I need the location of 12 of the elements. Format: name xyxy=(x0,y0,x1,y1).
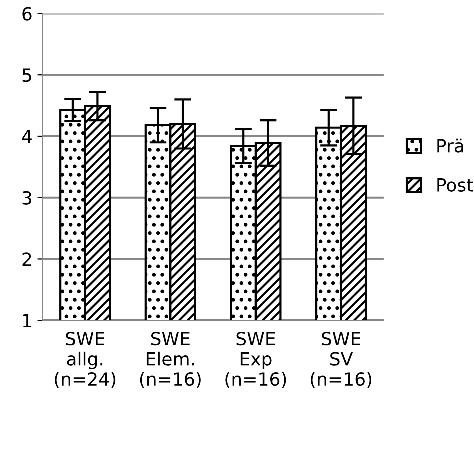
x-tick-label: SWE allg. (n=24) xyxy=(55,332,116,388)
y-tick-label: 2 xyxy=(22,252,32,266)
legend-label: Prä xyxy=(438,138,464,153)
y-tick-label: 4 xyxy=(22,130,32,144)
y-tick-label: 6 xyxy=(22,7,32,21)
x-tick-label: SWE SV (n=16) xyxy=(311,332,372,388)
x-tick-label: SWE Exp (n=16) xyxy=(226,332,286,388)
y-tick-label: 5 xyxy=(22,68,32,82)
x-tick-label: SWE Elem. (n=16) xyxy=(140,332,201,388)
y-tick-label: 3 xyxy=(22,191,32,205)
legend-label: Post xyxy=(438,178,474,192)
y-tick-label: 1 xyxy=(23,314,32,328)
